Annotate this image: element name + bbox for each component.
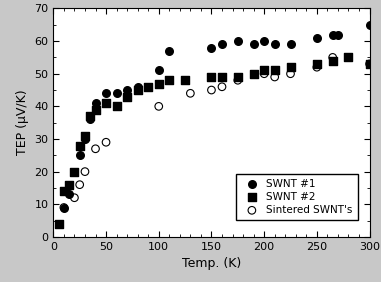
SWNT #1 xyxy=(235,39,241,43)
SWNT #1 xyxy=(77,153,83,158)
Sintered SWNT's xyxy=(261,71,267,76)
SWNT #2 xyxy=(66,182,72,187)
Legend: SWNT #1, SWNT #2, Sintered SWNT's: SWNT #1, SWNT #2, Sintered SWNT's xyxy=(236,174,358,220)
SWNT #2 xyxy=(330,58,336,63)
SWNT #1 xyxy=(56,222,62,226)
SWNT #2 xyxy=(82,133,88,138)
Sintered SWNT's xyxy=(103,140,109,144)
SWNT #1 xyxy=(272,42,278,47)
SWNT #1 xyxy=(71,169,77,174)
SWNT #1 xyxy=(251,42,257,47)
SWNT #1 xyxy=(219,42,225,47)
SWNT #2 xyxy=(219,75,225,79)
SWNT #2 xyxy=(103,101,109,105)
SWNT #2 xyxy=(87,114,93,118)
Sintered SWNT's xyxy=(61,205,67,210)
Sintered SWNT's xyxy=(77,182,83,187)
SWNT #2 xyxy=(71,169,77,174)
SWNT #2 xyxy=(134,88,141,92)
SWNT #1 xyxy=(156,68,162,73)
Sintered SWNT's xyxy=(71,195,77,200)
Sintered SWNT's xyxy=(187,91,194,96)
SWNT #2 xyxy=(367,62,373,66)
SWNT #1 xyxy=(330,32,336,37)
SWNT #2 xyxy=(288,65,294,69)
Sintered SWNT's xyxy=(272,75,278,79)
SWNT #2 xyxy=(61,189,67,193)
Sintered SWNT's xyxy=(288,71,294,76)
SWNT #1 xyxy=(82,137,88,141)
SWNT #2 xyxy=(124,94,130,99)
SWNT #2 xyxy=(182,78,188,83)
SWNT #2 xyxy=(56,222,62,226)
SWNT #2 xyxy=(93,107,99,112)
SWNT #2 xyxy=(346,55,352,60)
SWNT #2 xyxy=(261,68,267,73)
SWNT #2 xyxy=(145,85,151,89)
Sintered SWNT's xyxy=(330,55,336,60)
SWNT #1 xyxy=(208,45,215,50)
SWNT #2 xyxy=(235,75,241,79)
SWNT #1 xyxy=(288,42,294,47)
Sintered SWNT's xyxy=(93,147,99,151)
SWNT #1 xyxy=(66,192,72,197)
SWNT #1 xyxy=(367,23,373,27)
Sintered SWNT's xyxy=(235,78,241,83)
Sintered SWNT's xyxy=(208,88,215,92)
Sintered SWNT's xyxy=(219,85,225,89)
SWNT #1 xyxy=(166,49,172,53)
SWNT #1 xyxy=(114,91,120,96)
SWNT #2 xyxy=(251,71,257,76)
X-axis label: Temp. (K): Temp. (K) xyxy=(182,257,241,270)
SWNT #1 xyxy=(314,36,320,40)
SWNT #2 xyxy=(114,104,120,109)
SWNT #2 xyxy=(156,81,162,86)
SWNT #2 xyxy=(77,143,83,148)
SWNT #2 xyxy=(314,62,320,66)
Sintered SWNT's xyxy=(156,104,162,109)
SWNT #1 xyxy=(261,39,267,43)
SWNT #1 xyxy=(124,88,130,92)
Sintered SWNT's xyxy=(367,62,373,66)
Sintered SWNT's xyxy=(82,169,88,174)
SWNT #2 xyxy=(272,68,278,73)
SWNT #1 xyxy=(335,32,341,37)
Sintered SWNT's xyxy=(314,65,320,69)
SWNT #1 xyxy=(103,91,109,96)
Y-axis label: TEP (μV/K): TEP (μV/K) xyxy=(16,90,29,155)
SWNT #1 xyxy=(93,101,99,105)
SWNT #2 xyxy=(166,78,172,83)
SWNT #1 xyxy=(87,117,93,122)
SWNT #2 xyxy=(208,75,215,79)
SWNT #1 xyxy=(134,85,141,89)
SWNT #1 xyxy=(61,205,67,210)
